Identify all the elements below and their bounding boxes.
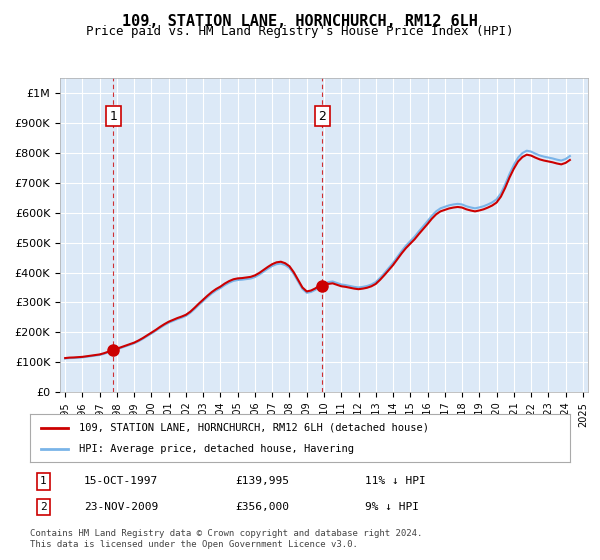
Text: 109, STATION LANE, HORNCHURCH, RM12 6LH (detached house): 109, STATION LANE, HORNCHURCH, RM12 6LH … xyxy=(79,423,428,433)
Text: Price paid vs. HM Land Registry's House Price Index (HPI): Price paid vs. HM Land Registry's House … xyxy=(86,25,514,38)
Text: 1: 1 xyxy=(109,110,117,123)
Text: 2: 2 xyxy=(319,110,326,123)
Text: 9% ↓ HPI: 9% ↓ HPI xyxy=(365,502,419,512)
Text: Contains HM Land Registry data © Crown copyright and database right 2024.
This d: Contains HM Land Registry data © Crown c… xyxy=(30,529,422,549)
Text: 15-OCT-1997: 15-OCT-1997 xyxy=(84,476,158,486)
Text: £139,995: £139,995 xyxy=(235,476,289,486)
Text: 109, STATION LANE, HORNCHURCH, RM12 6LH: 109, STATION LANE, HORNCHURCH, RM12 6LH xyxy=(122,14,478,29)
Text: HPI: Average price, detached house, Havering: HPI: Average price, detached house, Have… xyxy=(79,444,353,454)
Text: 11% ↓ HPI: 11% ↓ HPI xyxy=(365,476,425,486)
Text: 2: 2 xyxy=(40,502,47,512)
Text: 23-NOV-2009: 23-NOV-2009 xyxy=(84,502,158,512)
Text: 1: 1 xyxy=(40,476,47,486)
Text: £356,000: £356,000 xyxy=(235,502,289,512)
